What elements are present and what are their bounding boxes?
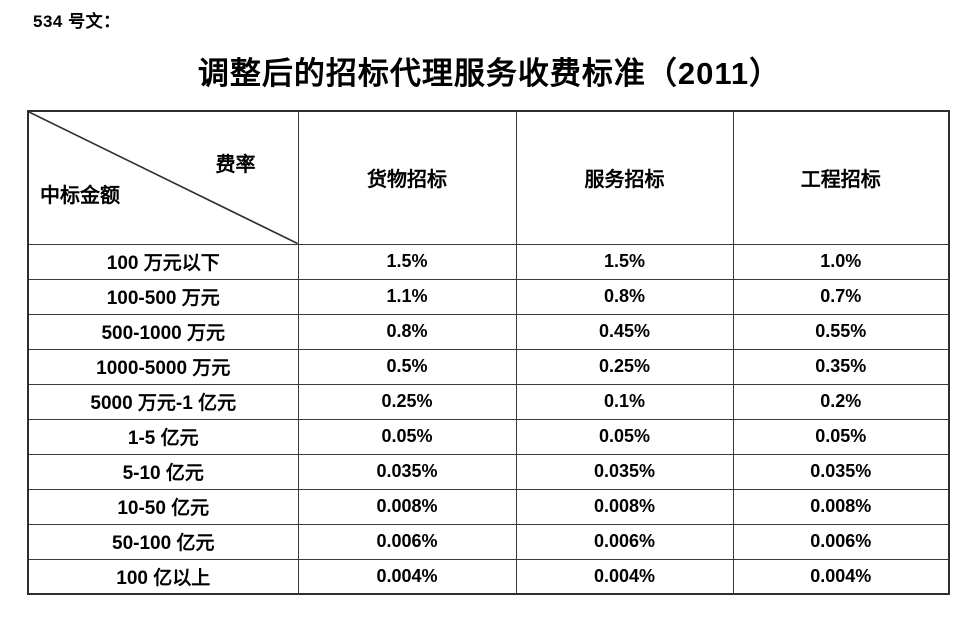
- table-row: 50-100 亿元 0.006% 0.006% 0.006%: [27, 523, 950, 560]
- corner-header-cell: 费率 中标金额: [27, 110, 299, 245]
- column-header-works-bidding: 工程招标: [732, 110, 950, 245]
- page-title: 调整后的招标代理服务收费标准（2011）: [197, 56, 782, 91]
- row-label: 1000-5000 万元: [27, 348, 299, 385]
- rate-cell: 0.05%: [297, 418, 517, 455]
- rate-cell: 0.008%: [732, 488, 950, 525]
- rate-cell: 1.5%: [515, 243, 734, 280]
- rate-cell: 0.006%: [732, 523, 950, 560]
- rate-cell: 0.5%: [297, 348, 517, 385]
- rate-cell: 0.8%: [297, 313, 517, 350]
- row-label: 100 亿以上: [27, 558, 299, 595]
- row-label: 100 万元以下: [27, 243, 299, 280]
- doc-number-label: 534 号文：: [33, 12, 121, 31]
- fee-standard-table: 费率 中标金额 货物招标 服务招标 工程招标 100 万元以下 1.5% 1.5…: [27, 110, 950, 595]
- row-label: 100-500 万元: [27, 278, 299, 315]
- rate-cell: 0.035%: [732, 453, 950, 490]
- table-row: 100 亿以上 0.004% 0.004% 0.004%: [27, 558, 950, 595]
- rate-cell: 0.45%: [515, 313, 734, 350]
- table-row: 5000 万元-1 亿元 0.25% 0.1% 0.2%: [27, 383, 950, 420]
- rate-cell: 0.035%: [515, 453, 734, 490]
- rate-cell: 1.1%: [297, 278, 517, 315]
- rate-cell: 0.004%: [515, 558, 734, 595]
- row-label: 1-5 亿元: [27, 418, 299, 455]
- table-header-row: 费率 中标金额 货物招标 服务招标 工程招标: [27, 110, 950, 245]
- rate-cell: 0.7%: [732, 278, 950, 315]
- rate-cell: 1.0%: [732, 243, 950, 280]
- rate-cell: 0.8%: [515, 278, 734, 315]
- table-row: 10-50 亿元 0.008% 0.008% 0.008%: [27, 488, 950, 525]
- table-row: 1-5 亿元 0.05% 0.05% 0.05%: [27, 418, 950, 455]
- corner-label-fee-rate: 费率: [215, 154, 256, 176]
- rate-cell: 0.55%: [732, 313, 950, 350]
- rate-cell: 0.05%: [732, 418, 950, 455]
- row-label: 5000 万元-1 亿元: [27, 383, 299, 420]
- row-label: 5-10 亿元: [27, 453, 299, 490]
- row-label: 50-100 亿元: [27, 523, 299, 560]
- table-row: 100-500 万元 1.1% 0.8% 0.7%: [27, 278, 950, 315]
- table-row: 1000-5000 万元 0.5% 0.25% 0.35%: [27, 348, 950, 385]
- rate-cell: 0.008%: [297, 488, 517, 525]
- rate-cell: 0.004%: [297, 558, 517, 595]
- rate-cell: 0.004%: [732, 558, 950, 595]
- corner-label-bid-amount: 中标金额: [40, 184, 120, 207]
- rate-cell: 0.006%: [515, 523, 734, 560]
- rate-cell: 0.008%: [515, 488, 734, 525]
- row-label: 500-1000 万元: [27, 313, 299, 350]
- rate-cell: 0.2%: [732, 383, 950, 420]
- rate-cell: 0.1%: [515, 383, 734, 420]
- rate-cell: 0.006%: [297, 523, 517, 560]
- rate-cell: 0.25%: [297, 383, 517, 420]
- rate-cell: 0.035%: [297, 453, 517, 490]
- table-row: 500-1000 万元 0.8% 0.45% 0.55%: [27, 313, 950, 350]
- rate-cell: 0.35%: [732, 348, 950, 385]
- rate-cell: 0.25%: [515, 348, 734, 385]
- column-header-goods-bidding: 货物招标: [297, 110, 517, 245]
- table-row: 100 万元以下 1.5% 1.5% 1.0%: [27, 243, 950, 280]
- row-label: 10-50 亿元: [27, 488, 299, 525]
- rate-cell: 0.05%: [515, 418, 734, 455]
- diagonal-divider-line: [29, 112, 298, 244]
- column-header-service-bidding: 服务招标: [515, 110, 734, 245]
- rate-cell: 1.5%: [297, 243, 517, 280]
- table-row: 5-10 亿元 0.035% 0.035% 0.035%: [27, 453, 950, 490]
